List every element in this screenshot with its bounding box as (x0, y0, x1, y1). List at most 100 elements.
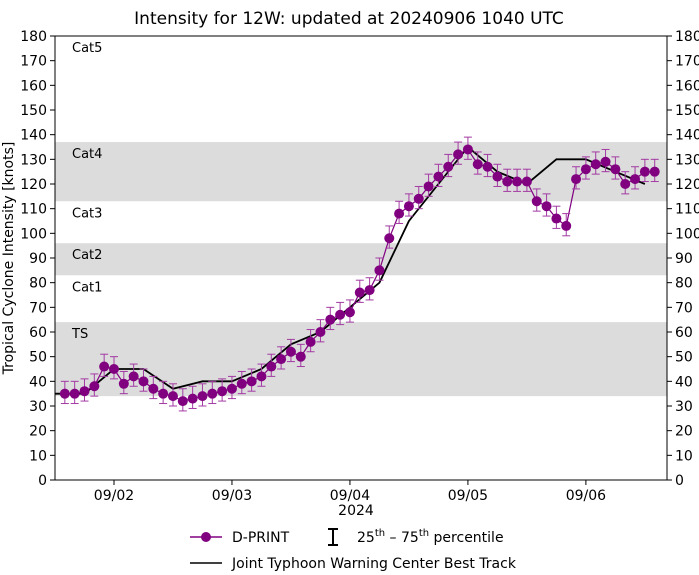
y-tick-label-left: 130 (20, 152, 47, 168)
category-labels: TS Cat1 Cat2 Cat3 Cat4 Cat5 (71, 41, 102, 342)
dprint-point (561, 220, 572, 231)
dprint-point (177, 396, 188, 407)
dprint-point (364, 285, 375, 296)
dprint-point (99, 361, 110, 372)
dprint-point (118, 378, 129, 389)
y-tick-label-right: 70 (675, 300, 693, 316)
y-tick-label-right: 50 (675, 350, 693, 366)
dprint-point (590, 159, 601, 170)
dprint-point (335, 309, 346, 320)
legend-best-track-label: Joint Typhoon Warning Center Best Track (231, 556, 517, 571)
band-ts (55, 322, 667, 397)
x-tick-label: 09/02 (94, 488, 134, 504)
y-tick-label-right: 180 (675, 29, 699, 45)
dprint-point (443, 161, 454, 172)
dprint-point (236, 378, 247, 389)
legend-percentile-label: 25th – 75th percentile (357, 528, 504, 546)
dprint-point (541, 201, 552, 212)
dprint-point (492, 171, 503, 182)
y-tick-label-right: 40 (675, 374, 693, 390)
dprint-point (384, 233, 395, 244)
dprint-point (246, 376, 257, 387)
category-label-cat1: Cat1 (72, 280, 102, 295)
dprint-point (315, 327, 326, 337)
dprint-point (413, 193, 424, 204)
y-tick-label-right: 120 (675, 177, 699, 193)
dprint-point (108, 364, 119, 374)
legend: D-PRINT 25th – 75th percentile Joint Typ… (190, 528, 517, 572)
y-tick-label-right: 130 (675, 152, 699, 168)
dprint-point (423, 181, 434, 192)
y-tick-label-left: 120 (20, 177, 47, 193)
dprint-series (59, 136, 660, 412)
y-tick-label-right: 10 (675, 448, 693, 464)
dprint-point (128, 371, 139, 382)
dprint-point (148, 383, 159, 394)
y-axis-ticks: 0 0 10 10 20 20 30 30 40 40 50 50 60 60 70 70 80 80 90 90 10… (20, 29, 699, 489)
dprint-point (89, 381, 100, 392)
dprint-point (462, 144, 473, 155)
dprint-point (453, 149, 464, 160)
category-label-cat2: Cat2 (72, 248, 102, 263)
y-tick-label-left: 40 (29, 374, 47, 390)
y-tick-label-left: 110 (20, 202, 47, 218)
y-tick-label-left: 160 (20, 78, 47, 94)
y-tick-label-right: 90 (675, 251, 693, 267)
y-tick-label-left: 10 (29, 448, 47, 464)
dprint-point (276, 354, 287, 365)
dprint-point (472, 159, 483, 170)
dprint-point (167, 391, 178, 402)
y-tick-label-right: 80 (675, 276, 693, 292)
dprint-point (158, 388, 169, 399)
dprint-point (512, 176, 523, 187)
x-axis-ticks: 09/02 09/03 09/04 09/05 09/06 (94, 480, 606, 504)
y-tick-label-left: 50 (29, 350, 47, 366)
category-label-cat4: Cat4 (72, 147, 102, 162)
dprint-point (630, 174, 641, 185)
x-tick-label: 09/03 (212, 488, 252, 504)
dprint-point (620, 179, 631, 189)
y-tick-label-right: 170 (675, 54, 699, 70)
y-tick-label-right: 150 (675, 103, 699, 119)
dprint-point (187, 393, 198, 404)
dprint-point (433, 171, 444, 182)
dprint-point (266, 361, 277, 372)
dprint-point (325, 314, 336, 325)
y-tick-label-left: 0 (38, 473, 47, 489)
dprint-point (305, 336, 316, 347)
band-cat2 (55, 243, 667, 276)
y-tick-label-left: 180 (20, 29, 47, 45)
dprint-point (639, 166, 650, 177)
y-tick-label-left: 170 (20, 54, 47, 70)
category-bands (55, 142, 667, 397)
legend-dprint-label: D-PRINT (232, 530, 290, 546)
y-tick-label-right: 60 (675, 325, 693, 341)
y-tick-label-right: 20 (675, 424, 693, 440)
dprint-point (256, 371, 267, 382)
y-tick-label-left: 150 (20, 103, 47, 119)
y-tick-label-left: 100 (20, 226, 47, 242)
category-label-cat3: Cat3 (72, 206, 102, 221)
dprint-point (403, 201, 414, 212)
dprint-point (226, 383, 237, 394)
legend-dprint-marker (201, 532, 211, 542)
y-tick-label-left: 70 (29, 300, 47, 316)
band-cat4 (55, 142, 667, 202)
y-tick-label-right: 140 (675, 128, 699, 144)
legend-errorbar-icon (328, 528, 338, 546)
dprint-point (502, 176, 513, 187)
dprint-point (197, 391, 208, 402)
dprint-point (551, 213, 562, 224)
x-axis-label: 2024 (338, 503, 374, 519)
dprint-point (610, 164, 621, 175)
y-tick-label-right: 0 (675, 473, 684, 489)
dprint-point (344, 307, 355, 318)
dprint-point (374, 265, 385, 276)
dprint-point (295, 351, 306, 362)
dprint-point (482, 161, 493, 172)
y-tick-label-left: 20 (29, 424, 47, 440)
dprint-point (59, 388, 70, 399)
category-label-ts: TS (71, 327, 88, 342)
dprint-point (138, 376, 149, 387)
